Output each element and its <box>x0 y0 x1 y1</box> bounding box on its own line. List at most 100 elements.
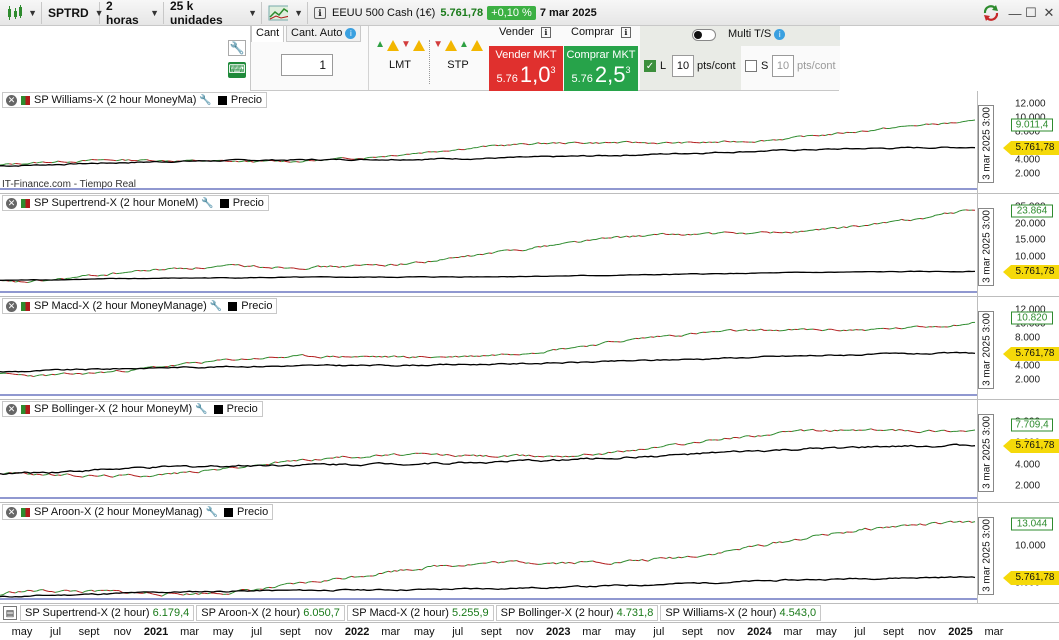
close-icon[interactable]: ✕ <box>1043 5 1055 20</box>
lmt-order-button[interactable]: ▲ ▼ LMT <box>373 40 427 88</box>
chart-pane[interactable]: ✕ SP Aroon-X (2 hour MoneyManag) 🔧 Precio 3 … <box>0 503 1059 604</box>
equity-segment <box>12 280 16 283</box>
info-icon[interactable]: ℹ <box>314 7 326 19</box>
equity-segment <box>372 574 377 577</box>
close-pane-icon[interactable]: ✕ <box>6 403 17 415</box>
equity-segment <box>381 264 386 267</box>
limit-points-input[interactable]: 10 <box>672 55 694 77</box>
equity-segment <box>681 334 685 337</box>
equity-segment <box>577 454 581 457</box>
pane-title: ✕ SP Aroon-X (2 hour MoneyManag) 🔧 Precio <box>2 504 274 520</box>
strategy-value-tag: 9.011,4 <box>1011 118 1053 132</box>
equity-segment <box>583 239 587 242</box>
equity-segment <box>819 134 823 137</box>
quantity-selector[interactable]: 25 k unidades ▼ <box>166 0 262 27</box>
keyboard-icon[interactable]: ⌨ <box>228 62 246 78</box>
chart-type-selector[interactable]: ▼ <box>2 2 42 24</box>
equity-segment <box>904 326 908 329</box>
wrench-icon[interactable]: 🔧 <box>209 300 223 312</box>
close-pane-icon[interactable]: ✕ <box>6 94 17 106</box>
equity-segment <box>67 473 71 476</box>
equity-segment <box>791 430 795 433</box>
date-marker: 3 mar 2025 3:00 <box>978 105 994 183</box>
equity-segment <box>675 141 679 144</box>
buy-market-button[interactable]: Comprar MKT 5.76 2,5 3 <box>564 46 638 91</box>
equity-segment <box>812 428 817 432</box>
stp-order-button[interactable]: ▼ ▲ STP <box>431 40 485 88</box>
equity-segment <box>898 218 902 221</box>
minimize-icon[interactable]: — <box>1008 5 1022 21</box>
sell-title: Vender MKT <box>495 49 557 61</box>
equity-segment <box>409 356 413 359</box>
chart-pane[interactable]: ✕ SP Williams-X (2 hour MoneyMa) 🔧 Precio 3 … <box>0 91 1059 194</box>
stop-points-input[interactable]: 10 <box>772 55 794 77</box>
legend-item[interactable]: SP Macd-X (2 hour) 5.255,9 <box>346 605 494 621</box>
quantity-input[interactable]: 1 <box>281 54 333 76</box>
equity-segment <box>391 453 395 455</box>
sell-market-button[interactable]: Vender MKT 5.76 1,0 3 <box>489 46 563 91</box>
wrench-icon[interactable]: 🔧 <box>195 403 208 415</box>
strategy-name: SP Bollinger-X (2 hour MoneyM) <box>34 403 193 415</box>
x-tick-label: mar <box>582 626 602 638</box>
tab-cant-auto[interactable]: Cant. Auto i <box>286 26 362 42</box>
chart-pane[interactable]: ✕ SP Supertrend-X (2 hour MoneM) 🔧 Precio 3 … <box>0 194 1059 297</box>
chart-plot[interactable] <box>0 400 978 503</box>
equity-segment <box>9 591 13 594</box>
timeframe-selector[interactable]: 2 horas ▼ <box>102 0 164 27</box>
close-pane-icon[interactable]: ✕ <box>6 197 17 209</box>
chart-pane[interactable]: ✕ SP Bollinger-X (2 hour MoneyM) 🔧 Precio 3 … <box>0 400 1059 503</box>
info-icon[interactable]: ℹ <box>620 27 631 38</box>
equity-segment <box>15 280 19 283</box>
equity-segment <box>351 264 355 267</box>
equity-segment <box>61 372 65 375</box>
equity-segment <box>629 338 633 341</box>
wrench-icon[interactable]: 🔧 <box>205 506 219 518</box>
legend-item[interactable]: SP Bollinger-X (2 hour) 4.731,8 <box>495 605 659 621</box>
legend-item[interactable]: SP Williams-X (2 hour) 4.543,0 <box>660 605 822 621</box>
equity-segment <box>617 141 621 144</box>
close-pane-icon[interactable]: ✕ <box>6 506 17 518</box>
equity-segment <box>238 358 242 361</box>
wrench-icon[interactable]: 🔧 <box>199 94 212 106</box>
tab-cant[interactable]: Cant <box>251 26 285 42</box>
info-icon[interactable]: ℹ <box>540 27 551 38</box>
equity-segment <box>494 561 499 564</box>
equity-segment <box>103 474 108 477</box>
equity-segment <box>85 159 89 162</box>
wrench-icon[interactable]: 🔧 <box>201 197 214 209</box>
equity-segment <box>892 525 896 528</box>
equity-segment <box>314 265 319 268</box>
equity-segment <box>241 265 245 268</box>
multi-ts-toggle[interactable] <box>692 29 716 41</box>
ticker-selector[interactable]: SPTRD ▼ <box>44 2 104 24</box>
legend-item[interactable]: SP Aroon-X (2 hour) 6.050,7 <box>196 605 345 621</box>
wrench-icon[interactable]: 🔧 <box>228 40 246 56</box>
limit-checkbox[interactable]: ✓ <box>644 60 656 72</box>
equity-segment <box>378 356 383 358</box>
price-value-tag: 5.761,78 <box>1011 570 1059 585</box>
sync-icon[interactable] <box>982 4 1000 22</box>
legend-item[interactable]: SP Supertrend-X (2 hour) 6.179,4 <box>20 605 195 621</box>
equity-segment <box>48 473 53 476</box>
equity-segment <box>226 466 230 469</box>
equity-segment <box>825 328 829 331</box>
close-pane-icon[interactable]: ✕ <box>6 300 17 312</box>
equity-segment <box>250 358 254 360</box>
chart-plot[interactable] <box>0 91 978 194</box>
stop-checkbox[interactable] <box>745 60 757 72</box>
chart-plot[interactable] <box>0 297 978 400</box>
chart-plot[interactable] <box>0 503 978 604</box>
equity-segment <box>501 455 505 457</box>
equity-segment <box>611 236 615 239</box>
equity-segment <box>94 589 98 592</box>
chart-plot[interactable] <box>0 194 978 297</box>
equity-segment <box>846 225 850 229</box>
legend-icon[interactable]: ▤ <box>3 606 17 620</box>
equity-segment <box>332 456 337 459</box>
chart-pane[interactable]: ✕ SP Macd-X (2 hour MoneyManage) 🔧 Precio 3 … <box>0 297 1059 400</box>
indicator-menu[interactable]: ▼ <box>264 2 308 24</box>
x-tick-label: jul <box>251 626 263 638</box>
maximize-icon[interactable]: ☐ <box>1025 5 1037 20</box>
top-toolbar: ▼ SPTRD ▼ 2 horas ▼ 25 k unidades ▼ ▼ ℹ … <box>0 0 1059 27</box>
equity-segment <box>30 375 34 378</box>
